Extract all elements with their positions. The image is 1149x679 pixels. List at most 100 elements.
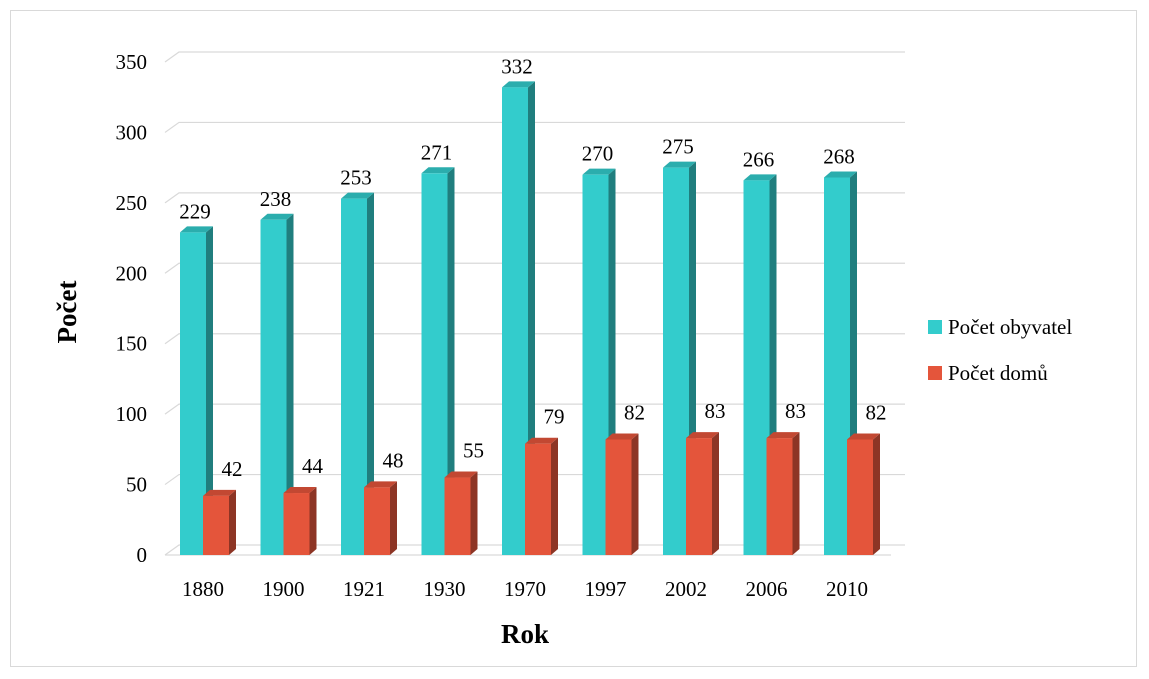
bar-top bbox=[203, 489, 236, 496]
data-label-population: 271 bbox=[421, 140, 453, 164]
bar-population bbox=[663, 161, 696, 555]
gridline bbox=[164, 51, 905, 63]
bar-houses bbox=[525, 437, 558, 555]
x-tick-label: 1997 bbox=[585, 577, 627, 601]
legend-swatch-houses bbox=[928, 366, 942, 380]
bar-side bbox=[631, 433, 639, 555]
y-tick-label: 350 bbox=[116, 50, 148, 74]
bar-houses bbox=[605, 433, 639, 555]
bar-population bbox=[824, 171, 857, 555]
bars bbox=[180, 81, 880, 556]
data-label-houses: 48 bbox=[383, 448, 404, 472]
y-axis-title: Počet bbox=[52, 281, 82, 344]
y-tick-label: 150 bbox=[116, 332, 148, 356]
bar-population bbox=[341, 192, 374, 556]
x-tick-label: 2006 bbox=[746, 577, 788, 601]
bar-houses bbox=[847, 433, 880, 555]
bar-front bbox=[203, 495, 229, 555]
bar-top bbox=[502, 81, 535, 88]
bar-population bbox=[260, 213, 294, 555]
bar-front bbox=[582, 174, 609, 555]
bar-front bbox=[341, 198, 367, 556]
bar-front bbox=[686, 438, 712, 555]
bar-side bbox=[206, 226, 213, 556]
bar-top bbox=[364, 481, 397, 488]
data-label-houses: 83 bbox=[785, 399, 806, 423]
bar-side bbox=[873, 433, 880, 555]
bar-houses bbox=[766, 432, 800, 555]
bar-side bbox=[470, 471, 478, 555]
data-label-population: 268 bbox=[823, 145, 855, 169]
bar-top bbox=[283, 487, 317, 494]
bar-top bbox=[686, 432, 719, 439]
data-label-houses: 79 bbox=[544, 405, 565, 429]
gridline bbox=[164, 121, 905, 133]
x-axis-title: Rok bbox=[501, 619, 549, 649]
bar-front bbox=[525, 443, 551, 555]
data-label-houses: 42 bbox=[222, 457, 243, 481]
x-tick-label: 2002 bbox=[665, 577, 707, 601]
bar-top bbox=[582, 168, 616, 175]
bar-front bbox=[421, 173, 448, 555]
x-tick-label: 1880 bbox=[182, 577, 224, 601]
bar-top bbox=[260, 213, 294, 220]
bar-side bbox=[390, 481, 397, 555]
bar-houses bbox=[203, 489, 236, 555]
legend-swatch-population bbox=[928, 320, 942, 334]
bar-front bbox=[444, 477, 471, 555]
data-label-houses: 55 bbox=[463, 439, 484, 463]
y-tick-label: 100 bbox=[116, 402, 148, 426]
x-axis-ticks: 1880 1900 1921 1930 1970 1997 2002 2006 2010 bbox=[182, 577, 868, 601]
bar-top bbox=[663, 161, 696, 168]
bar-side bbox=[229, 489, 236, 555]
bar-population bbox=[180, 226, 213, 556]
bar-houses bbox=[283, 487, 317, 555]
bar-houses bbox=[686, 432, 719, 555]
data-label-population: 238 bbox=[260, 187, 292, 211]
bar-top bbox=[444, 471, 478, 478]
bar-top bbox=[421, 167, 455, 174]
bar-side bbox=[792, 432, 800, 555]
data-label-population: 253 bbox=[340, 166, 372, 190]
y-tick-label: 300 bbox=[116, 120, 148, 144]
legend-label-houses: Počet domů bbox=[948, 361, 1048, 385]
bar-top bbox=[525, 437, 558, 444]
bar-front bbox=[502, 87, 528, 556]
y-tick-label: 200 bbox=[116, 261, 148, 285]
x-tick-label: 1921 bbox=[343, 577, 385, 601]
bar-front bbox=[180, 232, 206, 556]
bar-population bbox=[582, 168, 616, 555]
bar-side bbox=[286, 213, 294, 555]
data-label-population: 270 bbox=[582, 142, 614, 166]
legend: Počet obyvatel Počet domů bbox=[928, 315, 1072, 385]
bar-top bbox=[341, 192, 374, 199]
bar-houses bbox=[444, 471, 478, 555]
bar-side bbox=[528, 81, 535, 556]
bar-front bbox=[605, 439, 632, 555]
bar-top bbox=[743, 174, 777, 181]
x-tick-label: 1930 bbox=[424, 577, 466, 601]
bar-side bbox=[712, 432, 719, 555]
bar-front bbox=[766, 438, 793, 555]
bar-top bbox=[847, 433, 880, 440]
bar-side bbox=[551, 437, 558, 555]
bar-front bbox=[283, 493, 310, 555]
bar-top bbox=[824, 171, 857, 178]
bar-front bbox=[847, 439, 873, 555]
bar-top bbox=[766, 432, 800, 439]
x-tick-label: 2010 bbox=[826, 577, 868, 601]
bar-houses bbox=[364, 481, 397, 555]
bar-front bbox=[743, 180, 770, 555]
y-axis-ticks: 0 50 100 150 200 250 300 350 bbox=[116, 50, 148, 567]
bar-front bbox=[824, 177, 850, 555]
bar-front bbox=[663, 167, 689, 555]
data-label-houses: 83 bbox=[705, 399, 726, 423]
bar-side bbox=[309, 487, 317, 555]
data-label-population: 266 bbox=[743, 147, 775, 171]
y-tick-label: 0 bbox=[137, 543, 148, 567]
y-tick-label: 250 bbox=[116, 191, 148, 215]
data-label-houses: 82 bbox=[866, 400, 887, 424]
legend-label-population: Počet obyvatel bbox=[948, 315, 1072, 339]
y-tick-label: 50 bbox=[126, 473, 147, 497]
